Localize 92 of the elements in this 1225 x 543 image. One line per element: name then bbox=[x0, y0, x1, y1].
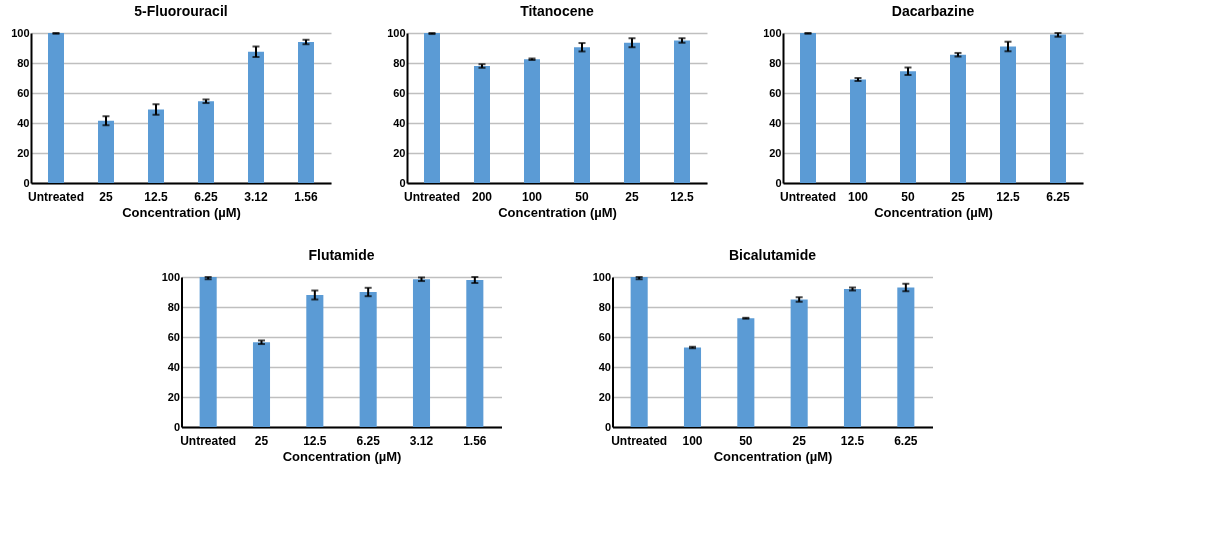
chart-title: Bicalutamide bbox=[728, 247, 817, 263]
x-tick-label: 3.12 bbox=[409, 433, 434, 448]
x-tick-label: 50 bbox=[575, 189, 589, 204]
y-tick-label: 80 bbox=[167, 300, 180, 313]
chart-title: Titanocene bbox=[520, 3, 595, 19]
x-tick-label: Untreated bbox=[180, 433, 237, 448]
y-tick-label: 0 bbox=[173, 420, 180, 433]
x-tick-label: 50 bbox=[901, 189, 915, 204]
y-tick-label: 60 bbox=[769, 86, 782, 99]
bar bbox=[252, 342, 271, 427]
x-axis-title: Concentration (µM) bbox=[282, 448, 402, 464]
bar bbox=[359, 292, 377, 427]
bar bbox=[466, 280, 484, 427]
x-tick-label: 12.5 bbox=[996, 189, 1020, 204]
bar bbox=[48, 33, 64, 183]
x-tick-label: 25 bbox=[625, 189, 639, 204]
x-tick-label: Untreated bbox=[403, 189, 461, 204]
y-tick-label: 100 bbox=[11, 26, 30, 39]
x-tick-label: 100 bbox=[521, 189, 543, 204]
bar bbox=[474, 66, 490, 183]
y-tick-label: 80 bbox=[598, 300, 611, 313]
y-tick-label: 80 bbox=[393, 56, 406, 69]
x-tick-label: 25 bbox=[792, 433, 807, 448]
x-tick-label: Untreated bbox=[27, 189, 85, 204]
y-tick-label: 0 bbox=[23, 176, 30, 189]
y-tick-label: 100 bbox=[161, 270, 180, 283]
x-tick-label: Untreated bbox=[611, 433, 668, 448]
y-tick-label: 20 bbox=[17, 146, 30, 159]
x-axis-title: Concentration (µM) bbox=[713, 448, 833, 464]
y-tick-label: 40 bbox=[598, 360, 611, 373]
y-tick-label: 20 bbox=[167, 390, 180, 403]
bar bbox=[737, 318, 755, 427]
y-tick-label: 40 bbox=[769, 116, 782, 129]
chart-title: Flutamide bbox=[308, 247, 375, 263]
bar bbox=[424, 33, 440, 183]
x-tick-label: 200 bbox=[471, 189, 493, 204]
y-tick-label: 20 bbox=[393, 146, 406, 159]
bar bbox=[412, 279, 431, 427]
y-tick-label: 80 bbox=[17, 56, 30, 69]
x-tick-label: 1.56 bbox=[463, 433, 487, 448]
x-tick-label: 12.5 bbox=[670, 189, 694, 204]
y-tick-label: 0 bbox=[775, 176, 782, 189]
bar bbox=[306, 295, 324, 427]
bar bbox=[1000, 46, 1016, 183]
bar bbox=[800, 33, 816, 183]
y-tick-label: 20 bbox=[598, 390, 611, 403]
x-tick-label: Untreated bbox=[779, 189, 837, 204]
x-tick-label: 100 bbox=[847, 189, 869, 204]
x-axis-title: Concentration (µM) bbox=[874, 204, 993, 220]
bar bbox=[199, 277, 217, 427]
y-tick-label: 100 bbox=[387, 26, 406, 39]
bar bbox=[897, 287, 915, 427]
x-tick-label: 6.25 bbox=[894, 433, 918, 448]
x-tick-label: 25 bbox=[254, 433, 269, 448]
x-tick-label: 1.56 bbox=[294, 189, 318, 204]
y-tick-label: 40 bbox=[17, 116, 30, 129]
bar bbox=[843, 289, 862, 427]
y-tick-label: 80 bbox=[769, 56, 782, 69]
bar bbox=[630, 277, 648, 427]
chart-title: 5-Fluorouracil bbox=[134, 3, 228, 19]
y-tick-label: 0 bbox=[399, 176, 406, 189]
x-tick-label: 25 bbox=[99, 189, 113, 204]
bar bbox=[248, 51, 264, 183]
x-tick-label: 12.5 bbox=[840, 433, 865, 448]
x-tick-label: 12.5 bbox=[144, 189, 168, 204]
x-tick-label: 12.5 bbox=[303, 433, 327, 448]
bar bbox=[524, 59, 540, 183]
y-tick-label: 40 bbox=[393, 116, 406, 129]
y-tick-label: 0 bbox=[604, 420, 611, 433]
y-tick-label: 40 bbox=[167, 360, 180, 373]
x-tick-label: 50 bbox=[739, 433, 753, 448]
x-tick-label: 6.25 bbox=[356, 433, 381, 448]
y-tick-label: 20 bbox=[769, 146, 782, 159]
x-axis-title: Concentration (µM) bbox=[498, 204, 617, 220]
chart-title: Dacarbazine bbox=[891, 3, 975, 19]
y-tick-label: 60 bbox=[17, 86, 30, 99]
y-tick-label: 60 bbox=[598, 330, 611, 343]
x-axis-title: Concentration (µM) bbox=[122, 204, 241, 220]
y-tick-label: 100 bbox=[592, 270, 611, 283]
bar bbox=[850, 79, 866, 183]
x-tick-label: 3.12 bbox=[244, 189, 268, 204]
bar bbox=[683, 347, 702, 427]
y-tick-label: 60 bbox=[167, 330, 180, 343]
bar bbox=[1050, 34, 1066, 183]
x-tick-label: 6.25 bbox=[194, 189, 218, 204]
y-tick-label: 60 bbox=[393, 86, 406, 99]
x-tick-label: 100 bbox=[682, 433, 703, 448]
bar bbox=[790, 299, 808, 427]
y-tick-label: 100 bbox=[763, 26, 782, 39]
bar bbox=[148, 109, 164, 183]
x-tick-label: 6.25 bbox=[1046, 189, 1070, 204]
x-tick-label: 25 bbox=[951, 189, 965, 204]
